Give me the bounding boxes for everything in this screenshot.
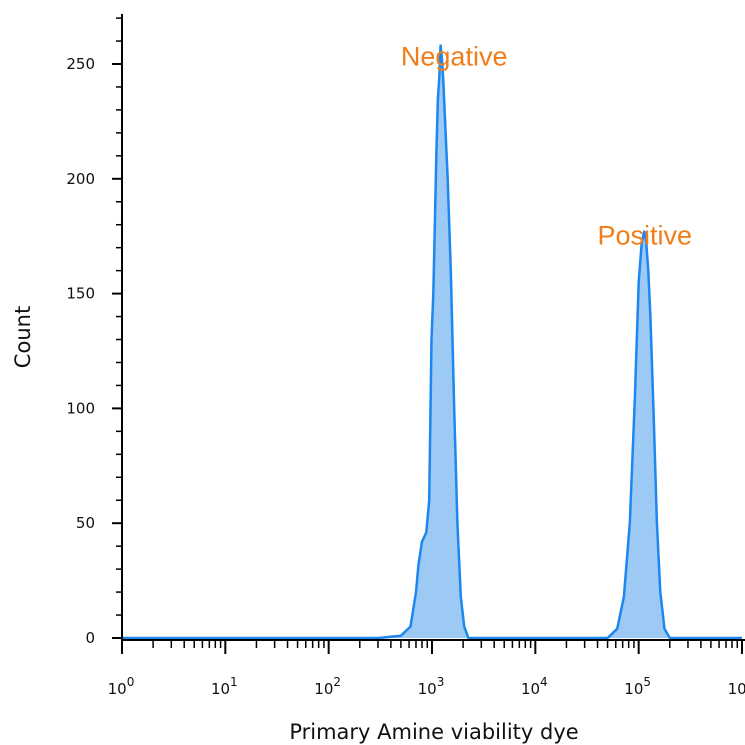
annotation-label: Negative: [401, 42, 508, 72]
x-tick-label: 103: [418, 675, 445, 698]
x-tick-label: 102: [314, 675, 341, 698]
y-axis-ticks: 0 50 100 150 200 250: [66, 17, 122, 647]
y-tick-label: 0: [85, 629, 95, 647]
y-tick-label: 200: [66, 170, 95, 188]
x-tick-label: 100: [108, 675, 135, 698]
x-tick-label: 106: [728, 675, 745, 698]
y-tick-label: 50: [76, 514, 95, 532]
x-axis-title: Primary Amine viability dye: [289, 720, 578, 744]
x-tick-label: 101: [211, 675, 238, 698]
y-tick-label: 150: [66, 285, 95, 303]
x-tick-label: 105: [624, 675, 651, 698]
x-axis-ticks: 100 101 102 103 104 105 106: [108, 640, 745, 698]
annotation-label: Positive: [598, 221, 693, 251]
y-tick-label: 100: [66, 399, 95, 417]
y-tick-label: 250: [66, 55, 95, 73]
y-axis-title: Count: [11, 306, 35, 368]
series-line: [122, 44, 742, 640]
plot-area: [122, 44, 742, 640]
x-tick-label: 104: [521, 675, 548, 698]
annotations: Negative Positive: [401, 42, 692, 251]
